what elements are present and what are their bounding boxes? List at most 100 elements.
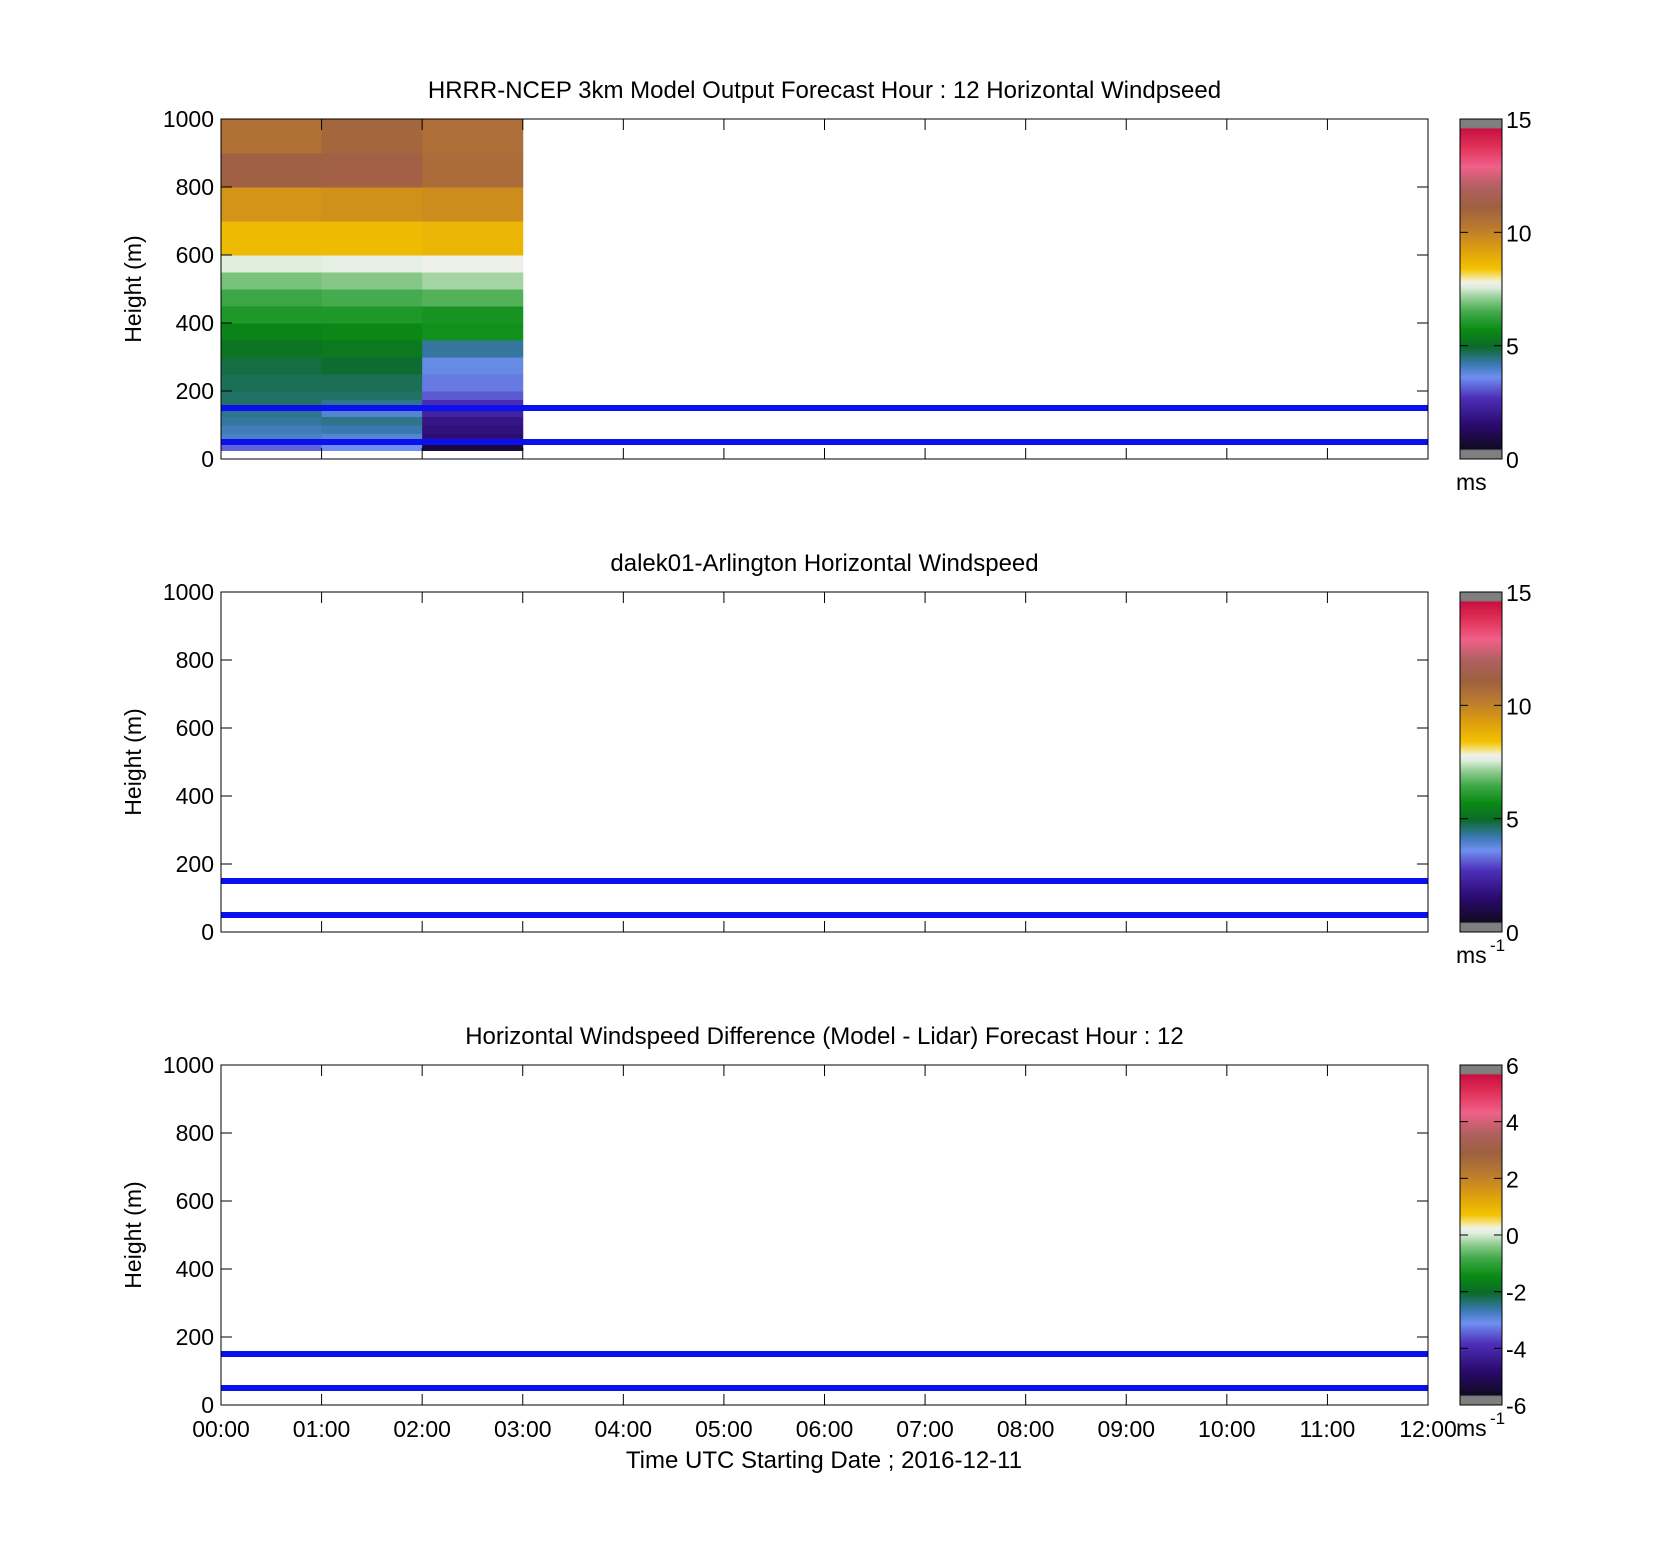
heatmap-cell: [321, 323, 423, 341]
y-tick-label: 1000: [163, 579, 214, 605]
colorbar-gradient: [1459, 118, 1503, 460]
y-tick-label: 1000: [163, 106, 214, 132]
heatmap-cell: [422, 374, 524, 392]
colorbar-tick-label: 0: [1506, 447, 1519, 473]
colorbar-unit-exponent: -1: [1490, 1409, 1505, 1428]
y-axis-label: Height (m): [120, 1181, 146, 1288]
heatmap-cell: [321, 433, 423, 443]
heatmap-cell: [221, 374, 323, 392]
y-tick-label: 600: [176, 715, 214, 741]
chart-title: Horizontal Windspeed Difference (Model -…: [465, 1023, 1184, 1050]
y-tick-label: 200: [176, 1324, 214, 1350]
heatmap-cell: [221, 289, 323, 307]
heatmap-cell: [221, 391, 323, 400]
heatmap-cell: [321, 340, 423, 358]
heatmap-cell: [422, 153, 524, 188]
chart-title: HRRR-NCEP 3km Model Output Forecast Hour…: [428, 77, 1221, 104]
y-axis-label: Height (m): [120, 708, 146, 815]
colorbar-tick-label: 4: [1506, 1110, 1519, 1136]
heatmap-cell: [321, 374, 423, 392]
heatmap-cell: [422, 399, 524, 409]
y-tick-label: 800: [176, 647, 214, 673]
x-tick-label: 02:00: [393, 1416, 451, 1442]
heatmap-cell: [321, 399, 423, 409]
heatmap-cell: [221, 255, 323, 273]
heatmap-cell: [422, 408, 524, 417]
panel-1: 0 200 400 600 800 1000 HRRR-NCEP 3km Model Out…: [120, 77, 1532, 495]
y-tick-label: 600: [176, 1188, 214, 1214]
x-tick-label: 03:00: [494, 1416, 552, 1442]
heatmap-cell: [321, 416, 423, 426]
heatmap-cell: [422, 221, 524, 256]
colorbar-unit-exponent: -1: [1490, 936, 1505, 955]
plot-area: [221, 1065, 1428, 1405]
heatmap-cell: [422, 357, 524, 375]
colorbar-tick-label: 2: [1506, 1166, 1519, 1192]
heatmap-cell: [422, 433, 524, 443]
heatmap-cell: [221, 399, 323, 409]
heatmap-cell: [321, 425, 423, 434]
heatmap-cell: [221, 416, 323, 426]
heatmap-cell: [221, 357, 323, 375]
heatmap-cell: [321, 272, 423, 290]
heatmap-cell: [422, 306, 524, 324]
y-tick-label: 400: [176, 783, 214, 809]
colorbar-unit-label: ms: [1456, 1415, 1487, 1441]
heatmap-cell: [422, 119, 524, 154]
y-tick-label: 200: [176, 851, 214, 877]
heatmap-cell: [422, 323, 524, 341]
colorbar-tick-label: -2: [1506, 1280, 1526, 1306]
panel-2: 0 200 400 600 800 1000 dalek01-Arlington Horiz…: [120, 550, 1532, 968]
heatmap-cell: [321, 289, 423, 307]
heatmap-cells: [221, 119, 524, 451]
heatmap-cell: [221, 119, 323, 154]
heatmap-cell: [221, 433, 323, 443]
heatmap-cell: [221, 187, 323, 222]
colorbar-gradient: [1459, 591, 1503, 933]
y-tick-label: 400: [176, 1256, 214, 1282]
colorbar-tick-label: 10: [1506, 693, 1532, 719]
heatmap-cell: [321, 255, 423, 273]
colorbar-tick-label: 5: [1506, 807, 1519, 833]
y-axis-label: Height (m): [120, 235, 146, 342]
heatmap-cell: [422, 187, 524, 222]
heatmap-cell: [321, 187, 423, 222]
colorbar-tick-label: 0: [1506, 920, 1519, 946]
heatmap-cell: [321, 357, 423, 375]
y-tick-label: 200: [176, 378, 214, 404]
y-tick-label: 1000: [163, 1052, 214, 1078]
heatmap-cell: [221, 272, 323, 290]
heatmap-cell: [221, 323, 323, 341]
heatmap-cell: [221, 408, 323, 417]
heatmap-cell: [422, 255, 524, 273]
heatmap-cell: [321, 391, 423, 400]
colorbar-unit-label: ms: [1456, 942, 1487, 968]
x-tick-label: 12:00: [1399, 1416, 1457, 1442]
heatmap-cell: [221, 221, 323, 256]
colorbar: 0 5 10 15 ms -1: [1456, 580, 1532, 968]
heatmap-cell: [221, 306, 323, 324]
colorbar-tick-label: 5: [1506, 334, 1519, 360]
y-tick-label: 0: [201, 1392, 214, 1418]
colorbar-tick-label: 6: [1506, 1053, 1519, 1079]
colorbar-tick-label: 0: [1506, 1223, 1519, 1249]
chart-title: dalek01-Arlington Horizontal Windspeed: [610, 550, 1038, 577]
colorbar: -6 -4 -2 0 2 4 6 ms -1: [1456, 1053, 1527, 1441]
x-tick-label: 04:00: [595, 1416, 653, 1442]
heatmap-cell: [422, 442, 524, 451]
heatmap-cell: [221, 425, 323, 434]
panel-3: 00:00 01:00 02:00 03:00 04:00 05:00 06:00 07:00…: [120, 1023, 1527, 1474]
y-tick-label: 0: [201, 919, 214, 945]
x-tick-label: 06:00: [796, 1416, 854, 1442]
colorbar-tick-label: -4: [1506, 1336, 1527, 1362]
heatmap-cell: [321, 408, 423, 417]
y-tick-label: 800: [176, 174, 214, 200]
y-tick-label: 400: [176, 310, 214, 336]
x-tick-label: 05:00: [695, 1416, 753, 1442]
plot-area: [221, 592, 1428, 932]
x-tick-label: 09:00: [1097, 1416, 1155, 1442]
y-tick-label: 0: [201, 446, 214, 472]
x-tick-label: 11:00: [1299, 1416, 1355, 1442]
